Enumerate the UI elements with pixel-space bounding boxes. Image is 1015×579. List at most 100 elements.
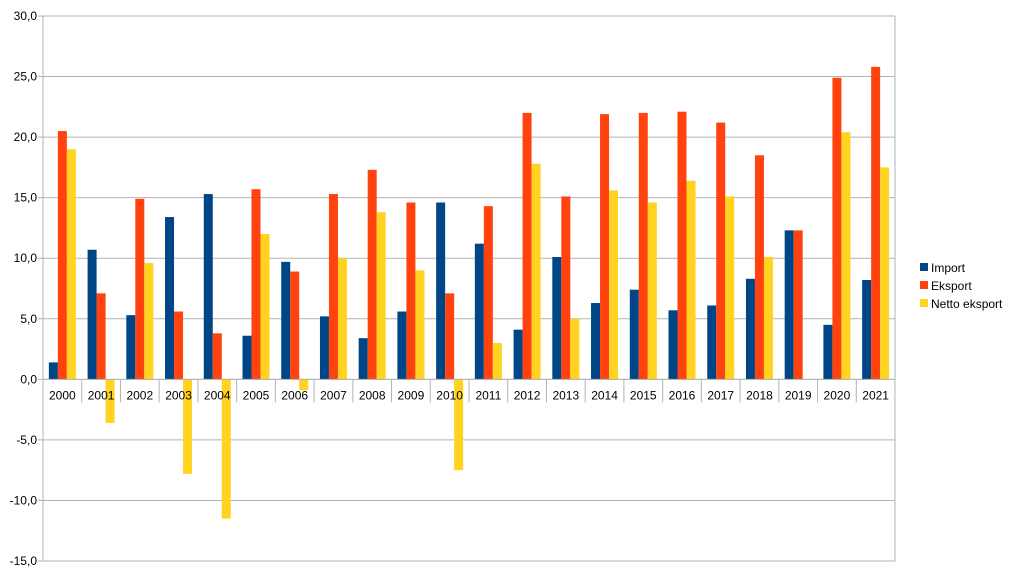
bar-import <box>165 217 175 380</box>
bar-import <box>397 311 407 380</box>
x-axis-tick-labels: 2000 2001 2002 2003 2004 2005 2006 2007 2008 2009… <box>49 388 889 402</box>
bar-eksport <box>406 202 416 380</box>
bar-import <box>281 261 291 380</box>
x-axis <box>42 378 896 403</box>
bar-eksport <box>638 112 648 380</box>
x-tick-label: 2000 <box>49 388 76 402</box>
bar-eksport <box>871 66 881 380</box>
x-tick-label: 2012 <box>514 388 541 402</box>
bar-import <box>629 289 639 380</box>
bar-import <box>474 243 484 380</box>
x-tick-label: 2013 <box>552 388 579 402</box>
bar-import <box>242 335 252 380</box>
bar-eksport <box>754 155 764 380</box>
bar-eksport <box>483 206 493 380</box>
bar-import <box>48 362 58 380</box>
bar-netto-eksport <box>725 196 735 380</box>
legend-swatch <box>920 299 928 307</box>
y-axis-tick-labels: -15,0 -10,0 -5,0 0,0 5,0 10,0 15,0 20,0 25,0 30,0 <box>10 9 38 568</box>
bar-netto-eksport <box>105 379 115 423</box>
legend-label: Eksport <box>931 279 972 293</box>
bar-eksport <box>174 311 184 380</box>
bar-netto-eksport <box>415 270 425 380</box>
bar-netto-eksport <box>299 379 309 391</box>
x-tick-label: 2015 <box>630 388 657 402</box>
x-tick-label: 2016 <box>669 388 696 402</box>
bar-eksport <box>212 333 222 380</box>
bar-netto-eksport <box>686 180 696 380</box>
bar-eksport <box>135 198 145 380</box>
bar-netto-eksport <box>570 318 580 380</box>
legend-label: Netto eksport <box>931 297 1003 311</box>
bar-import <box>319 316 329 380</box>
bar-netto-eksport <box>337 258 347 380</box>
x-tick-label: 2003 <box>165 388 192 402</box>
y-tick-label: 10,0 <box>14 251 38 265</box>
bar-import <box>87 249 97 380</box>
bar-import <box>552 257 562 380</box>
legend-swatch <box>920 263 928 271</box>
y-tick-label: -5,0 <box>16 433 37 447</box>
bar-netto-eksport <box>66 149 76 380</box>
bar-eksport <box>793 230 803 380</box>
bar-netto-eksport <box>647 202 657 380</box>
bar-netto-eksport <box>183 379 193 474</box>
bar-eksport <box>367 169 377 380</box>
x-tick-label: 2017 <box>707 388 734 402</box>
x-tick-label: 2020 <box>824 388 851 402</box>
y-tick-label: 5,0 <box>20 312 37 326</box>
legend-label: Import <box>931 261 966 275</box>
gridlines <box>38 15 896 562</box>
bar-import <box>668 310 678 380</box>
bar-eksport <box>832 77 842 380</box>
bar-netto-eksport <box>763 257 773 380</box>
bar-import <box>358 338 368 380</box>
bar-eksport <box>251 189 261 380</box>
bar-import <box>513 329 523 380</box>
bar-netto-eksport <box>144 263 154 380</box>
x-tick-label: 2014 <box>591 388 618 402</box>
x-tick-label: 2011 <box>475 388 501 402</box>
bar-import <box>591 303 601 380</box>
y-tick-label: 30,0 <box>14 9 38 23</box>
y-tick-label: -10,0 <box>10 493 38 507</box>
bar-netto-eksport <box>492 343 502 380</box>
bar-import <box>823 324 833 380</box>
x-tick-label: 2019 <box>785 388 812 402</box>
x-tick-label: 2007 <box>320 388 347 402</box>
x-tick-label: 2005 <box>243 388 270 402</box>
bar-netto-eksport <box>260 234 270 380</box>
bar-netto-eksport <box>880 167 890 380</box>
bar-import <box>745 278 755 380</box>
bar-eksport <box>677 111 687 380</box>
bar-eksport <box>716 122 726 380</box>
bar-netto-eksport <box>841 132 851 380</box>
y-tick-label: 15,0 <box>14 191 38 205</box>
legend: Import Eksport Netto eksport <box>920 261 1003 311</box>
x-tick-label: 2010 <box>436 388 463 402</box>
bar-import <box>784 230 794 380</box>
x-tick-label: 2009 <box>398 388 425 402</box>
bar-netto-eksport <box>376 212 386 380</box>
x-tick-label: 2021 <box>862 388 889 402</box>
x-tick-label: 2006 <box>281 388 308 402</box>
bar-eksport <box>445 293 455 380</box>
x-tick-label: 2004 <box>204 388 231 402</box>
x-tick-label: 2008 <box>359 388 386 402</box>
bar-eksport <box>328 194 338 380</box>
x-tick-label: 2002 <box>126 388 153 402</box>
y-tick-label: 25,0 <box>14 70 38 84</box>
bar-import <box>203 194 213 380</box>
bar-netto-eksport <box>609 190 619 380</box>
bar-eksport <box>290 271 300 380</box>
bar-netto-eksport <box>454 379 464 471</box>
bar-import <box>436 202 446 380</box>
bar-eksport <box>600 114 610 380</box>
x-tick-label: 2018 <box>746 388 773 402</box>
bars <box>48 66 890 519</box>
x-tick-label: 2001 <box>88 388 115 402</box>
y-tick-label: 0,0 <box>20 372 37 386</box>
bar-eksport <box>561 196 571 380</box>
y-tick-label: 20,0 <box>14 130 38 144</box>
